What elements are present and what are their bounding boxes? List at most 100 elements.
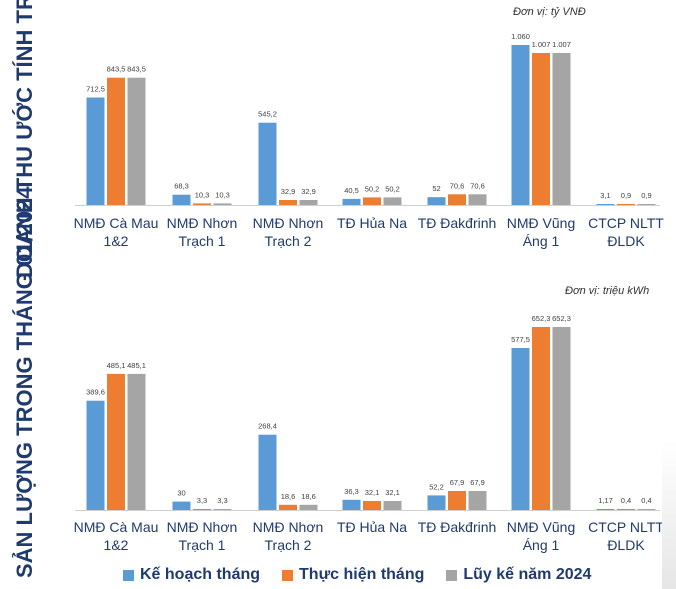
bar-actual-0-5 bbox=[532, 53, 550, 205]
category-label-1-5-0: NMĐ Vũng bbox=[507, 519, 575, 535]
bar-cumulative-0-1 bbox=[213, 203, 232, 205]
legend-swatch-plan bbox=[123, 569, 134, 581]
data-label-cumulative-1-2: 18,6 bbox=[301, 492, 316, 501]
data-label-cumulative-0-1: 10,3 bbox=[215, 190, 230, 199]
data-label-plan-1-6: 1,17 bbox=[598, 496, 613, 505]
data-label-actual-0-4: 70,6 bbox=[450, 181, 465, 190]
bar-plan-0-6 bbox=[596, 204, 615, 205]
data-label-plan-1-5: 577,5 bbox=[511, 335, 530, 344]
data-label-plan-1-2: 268,4 bbox=[258, 422, 277, 431]
data-label-actual-0-2: 32,9 bbox=[281, 187, 296, 196]
data-label-actual-0-5: 1.007 bbox=[532, 40, 551, 49]
bar-plan-1-2 bbox=[258, 434, 277, 510]
bar-actual-1-2 bbox=[279, 504, 297, 510]
bar-actual-0-3 bbox=[363, 197, 381, 205]
bar-plan-1-1 bbox=[172, 501, 191, 510]
bar-actual-0-2 bbox=[279, 200, 297, 205]
category-label-1-3-0: TĐ Hủa Na bbox=[337, 519, 407, 535]
category-label-0-4-0: TĐ Đakđrinh bbox=[418, 215, 497, 231]
data-label-actual-1-6: 0,4 bbox=[621, 496, 631, 505]
bar-cumulative-0-6 bbox=[637, 204, 656, 205]
bar-cumulative-1-2 bbox=[299, 504, 318, 510]
bar-plan-1-0 bbox=[86, 400, 105, 510]
legend-label-cumulative: Lũy kế năm 2024 bbox=[463, 566, 592, 583]
data-label-plan-0-3: 40,5 bbox=[344, 186, 359, 195]
data-label-actual-1-0: 485,1 bbox=[107, 361, 126, 370]
data-label-actual-0-6: 0,9 bbox=[621, 191, 631, 200]
category-label-0-5-0: NMĐ Vũng bbox=[507, 215, 575, 231]
bar-cumulative-0-3 bbox=[383, 197, 402, 205]
data-label-cumulative-0-6: 0,9 bbox=[641, 191, 651, 200]
category-label-1-0-1: 1&2 bbox=[104, 537, 129, 553]
category-label-1-0-0: NMĐ Cà Mau bbox=[74, 519, 159, 535]
data-label-actual-0-1: 10,3 bbox=[195, 190, 210, 199]
data-label-cumulative-1-1: 3,3 bbox=[217, 496, 227, 505]
legend-item-cumulative: Lũy kế năm 2024 bbox=[446, 566, 591, 584]
bar-plan-0-1 bbox=[172, 194, 191, 205]
data-label-cumulative-0-3: 50,2 bbox=[385, 184, 400, 193]
output-unit-label: Đơn vị: triệu kWh bbox=[565, 285, 650, 297]
category-label-0-2-1: Trạch 2 bbox=[265, 233, 312, 249]
legend-item-plan: Kế hoạch tháng bbox=[123, 566, 260, 584]
data-label-cumulative-1-4: 67,9 bbox=[470, 478, 485, 487]
data-label-cumulative-0-4: 70,6 bbox=[470, 181, 485, 190]
data-label-plan-1-0: 389,6 bbox=[86, 388, 105, 397]
revenue-unit-label: Đơn vị: tỷ VNĐ bbox=[513, 6, 586, 18]
bar-plan-0-3 bbox=[342, 198, 361, 205]
bar-plan-0-0 bbox=[86, 97, 105, 205]
category-label-1-2-1: Trạch 2 bbox=[265, 537, 312, 553]
bar-plan-0-5 bbox=[511, 45, 530, 205]
bar-actual-1-4 bbox=[448, 491, 466, 510]
bar-actual-0-0 bbox=[107, 77, 125, 205]
category-label-0-0-0: NMĐ Cà Mau bbox=[74, 215, 159, 231]
bar-cumulative-0-4 bbox=[468, 194, 487, 205]
category-label-0-6-0: CTCP NLTT bbox=[588, 215, 664, 231]
data-label-actual-1-5: 652,3 bbox=[532, 314, 551, 323]
legend-swatch-actual bbox=[282, 569, 294, 581]
legend: Kế hoạch tháng Thực hiện tháng Lũy kế nă… bbox=[123, 566, 591, 584]
data-label-cumulative-1-0: 485,1 bbox=[127, 361, 146, 370]
bar-plan-1-6 bbox=[596, 509, 615, 510]
data-label-plan-1-4: 52,2 bbox=[429, 482, 444, 491]
data-label-cumulative-1-6: 0,4 bbox=[641, 496, 651, 505]
bar-cumulative-1-5 bbox=[552, 327, 571, 510]
data-label-actual-0-3: 50,2 bbox=[365, 184, 380, 193]
category-label-0-2-0: NMĐ Nhơn bbox=[253, 215, 324, 231]
legend-label-actual: Thực hiện tháng bbox=[299, 566, 425, 583]
category-label-0-3-0: TĐ Hủa Na bbox=[337, 215, 407, 231]
data-label-plan-1-1: 30 bbox=[177, 489, 185, 498]
category-label-1-6-1: ĐLDK bbox=[607, 537, 645, 553]
category-label-1-1-0: NMĐ Nhơn bbox=[167, 519, 238, 535]
data-label-actual-1-3: 32,1 bbox=[365, 488, 380, 497]
bar-cumulative-0-2 bbox=[299, 200, 318, 205]
bar-actual-0-4 bbox=[448, 194, 466, 205]
bar-plan-1-5 bbox=[511, 348, 530, 510]
bar-cumulative-1-6 bbox=[637, 509, 656, 510]
data-label-plan-0-2: 545,2 bbox=[258, 110, 277, 119]
data-label-actual-1-4: 67,9 bbox=[450, 478, 465, 487]
bar-actual-0-1 bbox=[193, 203, 211, 205]
data-label-cumulative-1-3: 32,1 bbox=[385, 488, 400, 497]
bar-cumulative-1-1 bbox=[213, 509, 232, 510]
category-label-1-1-1: Trạch 1 bbox=[179, 537, 226, 553]
bar-actual-0-6 bbox=[617, 204, 635, 205]
category-label-0-1-1: Trạch 1 bbox=[179, 233, 226, 249]
data-label-actual-0-0: 843,5 bbox=[107, 65, 126, 74]
data-label-cumulative-0-0: 843,5 bbox=[127, 65, 146, 74]
data-label-plan-0-5: 1.060 bbox=[511, 32, 530, 41]
legend-label-plan: Kế hoạch tháng bbox=[140, 566, 261, 583]
bar-cumulative-0-0 bbox=[127, 77, 146, 205]
bar-actual-1-5 bbox=[532, 327, 550, 510]
data-label-cumulative-0-5: 1.007 bbox=[552, 40, 571, 49]
legend-swatch-cumulative bbox=[446, 569, 458, 581]
category-label-1-2-0: NMĐ Nhơn bbox=[253, 519, 324, 535]
category-label-0-6-1: ĐLDK bbox=[607, 233, 645, 249]
data-label-plan-0-6: 3,1 bbox=[600, 191, 610, 200]
bar-actual-1-6 bbox=[617, 509, 635, 510]
legend-item-actual: Thực hiện tháng bbox=[282, 566, 424, 584]
bar-actual-1-1 bbox=[193, 509, 211, 510]
category-label-0-1-0: NMĐ Nhơn bbox=[167, 215, 238, 231]
bar-cumulative-1-0 bbox=[127, 373, 146, 510]
bar-actual-1-0 bbox=[107, 373, 125, 510]
